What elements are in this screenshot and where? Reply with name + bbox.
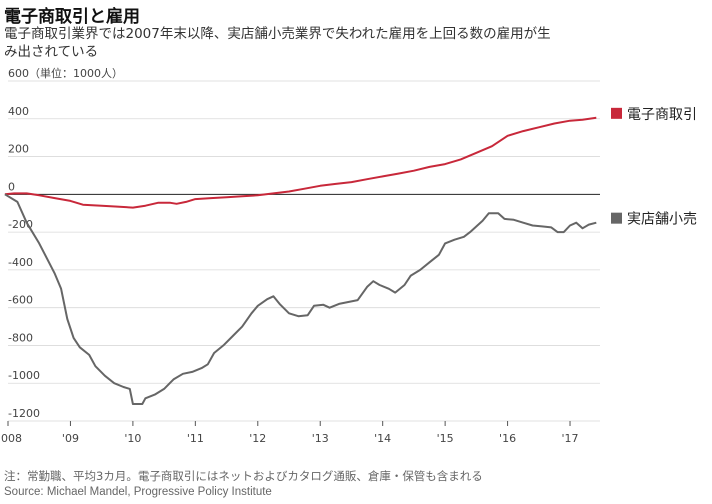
y-tick-label: -1200 — [8, 407, 40, 420]
x-tick-label: 2008 — [0, 432, 22, 445]
series-line-ecommerce — [4, 116, 597, 209]
y-axis-ticks: 600（単位：1000人） 400 200 0 -200 -400 -600 -800 -100… — [8, 66, 123, 420]
y-tick-label: 200 — [8, 143, 29, 156]
footnote: 注：常勤職、平均3カ月。電子商取引にはネットおよびカタログ通販、倉庫・保管も含ま… — [4, 469, 483, 483]
x-tick-label: '14 — [374, 432, 391, 445]
x-tick-label: '13 — [312, 432, 329, 445]
y-tick-label: 600（単位：1000人） — [8, 66, 123, 80]
gridlines — [8, 80, 600, 422]
series-line-retail — [4, 193, 597, 405]
legend-label-ecommerce: 電子商取引 — [627, 107, 697, 123]
y-tick-label: -400 — [8, 256, 33, 269]
x-tick-label: '15 — [437, 432, 454, 445]
source-credit: Source: Michael Mandel, Progressive Poli… — [4, 486, 272, 498]
legend-label-retail: 実店舗小売 — [627, 212, 697, 228]
x-tick-label: '10 — [124, 432, 141, 445]
y-tick-label: -200 — [8, 218, 33, 231]
x-tick-label: '16 — [499, 432, 516, 445]
x-tick-label: '09 — [62, 432, 79, 445]
x-tick-label: '11 — [187, 432, 204, 445]
x-axis-ticks: 2008 '09 '10 '11 '12 '13 '14 '15 '16 '17 — [0, 421, 579, 445]
x-tick-label: '12 — [249, 432, 266, 445]
series-lines — [4, 116, 597, 405]
legend-swatch-retail — [611, 212, 622, 224]
x-tick-label: '17 — [562, 432, 579, 445]
y-tick-label: 0 — [8, 180, 15, 193]
chart-title: 電子商取引と雇用 — [4, 7, 140, 27]
y-tick-label: -1000 — [8, 369, 40, 382]
y-tick-label: -800 — [8, 331, 33, 344]
y-tick-label: -600 — [8, 294, 33, 307]
chart-subtitle: 電子商取引業界では2007年末以降、実店舗小売業界で失われた雇用を上回る数の雇用… — [4, 26, 551, 60]
legend-swatch-ecommerce — [611, 107, 622, 119]
y-tick-label: 400 — [8, 105, 29, 118]
